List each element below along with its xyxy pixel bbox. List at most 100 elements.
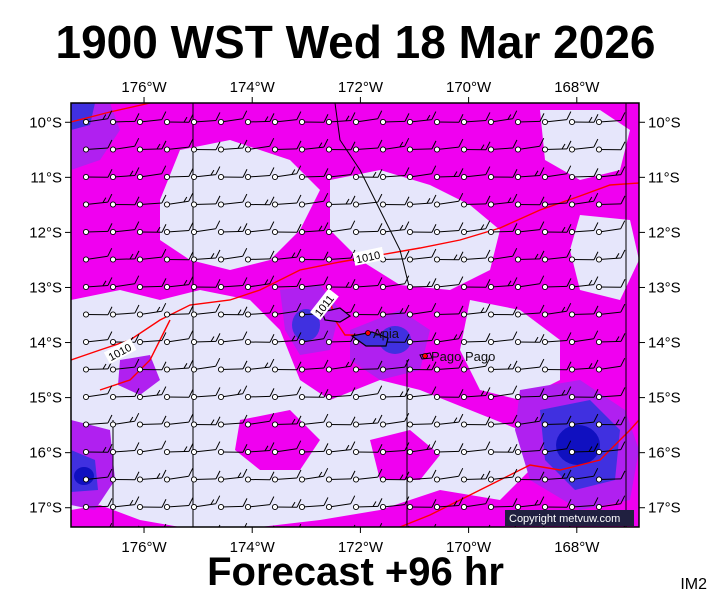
wind-barb (514, 496, 545, 511)
wind-barb (136, 278, 167, 291)
wind-barb (379, 113, 410, 126)
wind-barb (541, 223, 572, 236)
wind-barb (568, 276, 599, 291)
wind-barb (433, 276, 464, 291)
wind-barb (406, 223, 437, 236)
wind-barb (460, 333, 491, 346)
wind-barb (568, 305, 599, 318)
wind-barb (298, 467, 329, 483)
wind-barb (352, 168, 383, 181)
wind-barb (298, 222, 329, 236)
lon-label-bottom-1: 174°W (230, 539, 276, 556)
wind-barb (244, 250, 275, 263)
wind-barb (460, 416, 491, 428)
wind-barb (487, 223, 518, 236)
wind-barb (568, 222, 599, 236)
wind-barb (82, 168, 113, 181)
wind-barb (190, 278, 221, 291)
wind-barb (109, 496, 140, 511)
wind-barb (406, 278, 437, 291)
map-frame (70, 102, 640, 528)
wind-barb (406, 248, 437, 263)
wind-barb (298, 113, 329, 126)
wind-barb (568, 443, 599, 456)
wind-barb (163, 523, 167, 527)
wind-barb (325, 387, 356, 401)
wind-barb (568, 497, 599, 511)
wind-barb (105, 522, 113, 527)
wind-barb (82, 110, 113, 126)
wind-barb (217, 468, 248, 483)
wind-barb (379, 196, 410, 208)
wind-barb (109, 471, 140, 483)
wind-barb (82, 443, 113, 456)
wind-barb (406, 140, 437, 153)
wind-barb (217, 414, 248, 428)
wind-barb (487, 110, 518, 126)
wind-barb (244, 304, 275, 318)
lat-label-left-7: 17°S (29, 500, 62, 517)
wind-barb (271, 111, 302, 126)
wind-barb (568, 192, 599, 208)
wind-barb (190, 357, 221, 373)
wind-barb (541, 361, 572, 373)
wind-barb (379, 471, 410, 483)
wind-barb (487, 277, 518, 291)
wind-barb (568, 113, 599, 126)
wind-barb (163, 359, 194, 373)
wind-barb (136, 415, 167, 428)
wind-barb (352, 277, 383, 291)
wind-barb (379, 221, 410, 236)
wind-barb (433, 388, 464, 401)
wind-barb (379, 358, 410, 373)
wind-barb (163, 497, 194, 511)
wind-barb (514, 250, 545, 263)
wind-barb (109, 275, 140, 291)
lat-label-right-2: 12°S (648, 224, 681, 241)
wind-barb (487, 139, 518, 153)
wind-barb (190, 141, 221, 153)
wind-barb (217, 331, 248, 346)
wind-barb (163, 192, 194, 208)
wind-barb (244, 442, 275, 456)
wind-barb (460, 112, 491, 126)
wind-barb (541, 165, 572, 181)
wind-barb (352, 468, 383, 483)
wind-barb (514, 412, 545, 428)
wind-barb (217, 247, 248, 263)
wind-barb (163, 222, 194, 236)
wind-barb (541, 469, 572, 483)
wind-barb (433, 222, 464, 236)
wind-barb (433, 138, 464, 153)
wind-barb (190, 249, 221, 263)
wind-barb (433, 467, 464, 483)
wind-barb (406, 302, 437, 318)
wind-barb (82, 468, 113, 483)
wind-barb (406, 415, 437, 428)
wind-barb (244, 522, 248, 527)
wind-barb (595, 387, 626, 401)
wind-barb (136, 302, 167, 318)
wind-barb (541, 498, 572, 511)
wind-barb (595, 195, 626, 208)
wind-barb (595, 495, 626, 511)
wind-barb (271, 223, 302, 236)
copyright-label: Copyright metvuw.com (509, 513, 620, 525)
wind-barb (406, 111, 437, 126)
wind-barb (271, 165, 302, 181)
wind-barb (352, 414, 383, 428)
wind-barb (163, 113, 194, 126)
wind-barb (595, 141, 626, 153)
wind-barb (541, 440, 572, 456)
wind-barb (541, 302, 572, 318)
wind-barb (514, 333, 545, 346)
wind-barb (271, 386, 302, 401)
wind-barb (190, 441, 221, 456)
wind-barb (568, 413, 599, 428)
wind-barb (514, 221, 545, 236)
wind-barb (406, 386, 437, 401)
wind-barb (379, 412, 410, 428)
wind-barb (352, 193, 383, 208)
wind-barb (514, 471, 545, 483)
wind-barb (271, 415, 302, 428)
